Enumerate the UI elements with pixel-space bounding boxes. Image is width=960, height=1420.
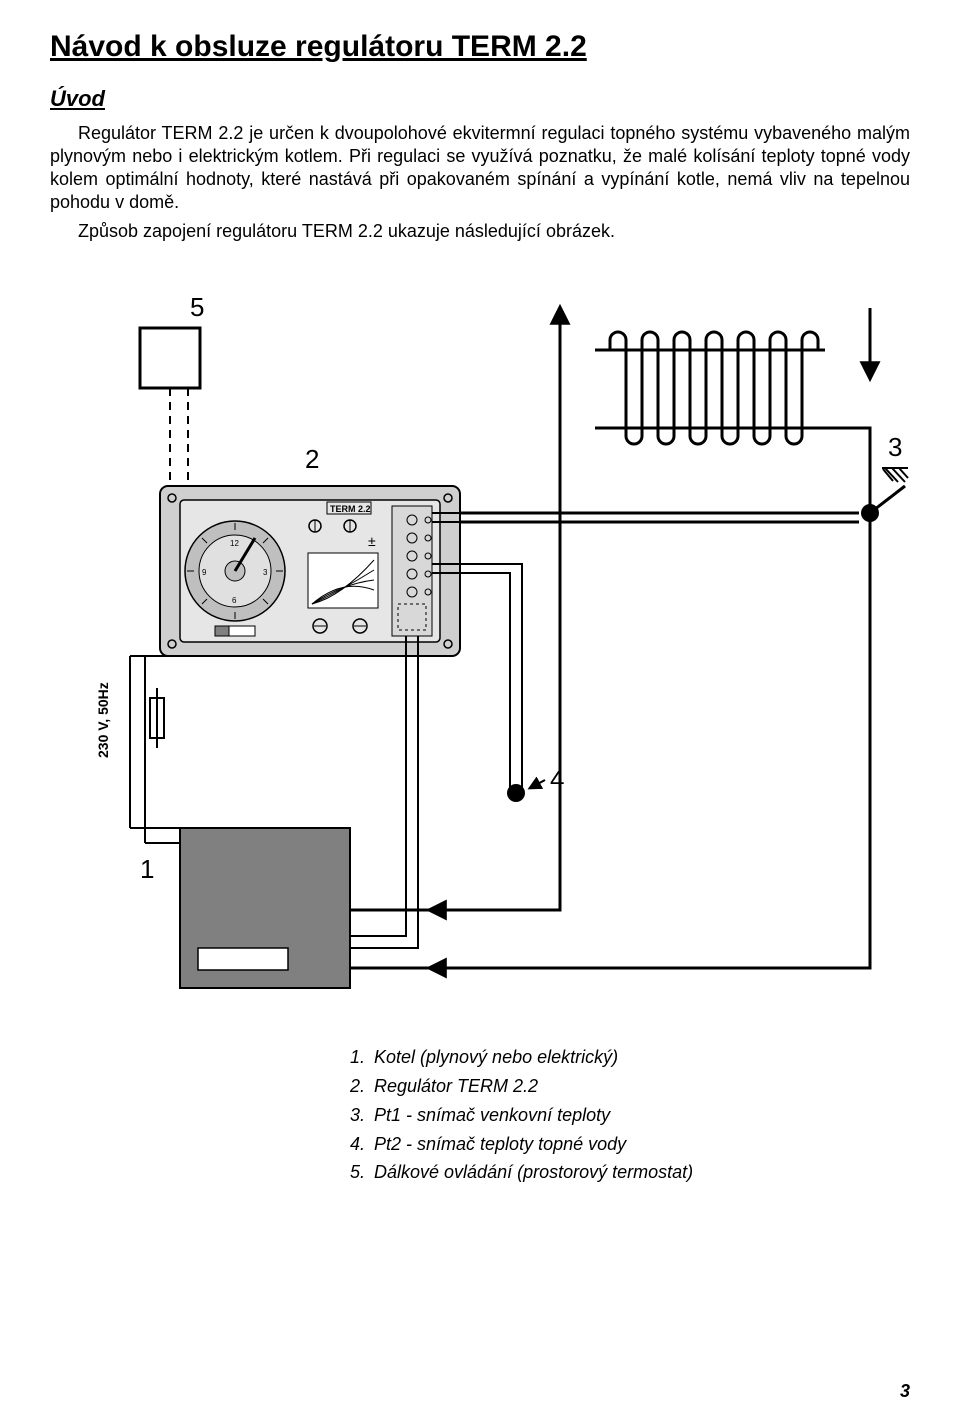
legend-item: 4.Pt2 - snímač teploty topné vody — [350, 1130, 910, 1159]
label-1: 1 — [140, 854, 154, 884]
legend-item: 5.Dálkové ovládání (prostorový termostat… — [350, 1158, 910, 1187]
page-number: 3 — [900, 1381, 910, 1402]
wiring-diagram: 5 3 — [50, 268, 910, 1003]
label-2: 2 — [305, 444, 319, 474]
label-3: 3 — [888, 432, 902, 462]
svg-text:3: 3 — [263, 568, 268, 577]
paragraph-2: Způsob zapojení regulátoru TERM 2.2 ukaz… — [50, 220, 910, 243]
svg-text:12: 12 — [230, 539, 239, 548]
boiler-icon — [180, 828, 350, 988]
pipes — [440, 350, 870, 968]
wall-hatch — [882, 468, 908, 482]
radiator-icon — [560, 308, 870, 444]
svg-text:6: 6 — [232, 596, 237, 605]
label-5: 5 — [190, 292, 204, 322]
paragraph-1: Regulátor TERM 2.2 je určen k dvoupoloho… — [50, 122, 910, 214]
legend: 1.Kotel (plynový nebo elektrický) 2.Regu… — [350, 1043, 910, 1187]
svg-text:230 V, 50Hz: 230 V, 50Hz — [95, 682, 111, 758]
page-title: Návod k obsluze regulátoru TERM 2.2 — [50, 30, 910, 64]
svg-text:9: 9 — [202, 568, 207, 577]
label-4: 4 — [550, 764, 564, 794]
svg-text:TERM 2.2: TERM 2.2 — [330, 504, 371, 514]
section-heading: Úvod — [50, 86, 910, 112]
mains-supply: 230 V, 50Hz — [95, 656, 180, 828]
regulator-panel: 12 3 6 9 TERM 2.2 ± — [160, 486, 460, 656]
remote-box — [140, 328, 200, 388]
legend-item: 3.Pt1 - snímač venkovní teploty — [350, 1101, 910, 1130]
legend-item: 2.Regulátor TERM 2.2 — [350, 1072, 910, 1101]
legend-item: 1.Kotel (plynový nebo elektrický) — [350, 1043, 910, 1072]
svg-text:±: ± — [368, 533, 376, 549]
